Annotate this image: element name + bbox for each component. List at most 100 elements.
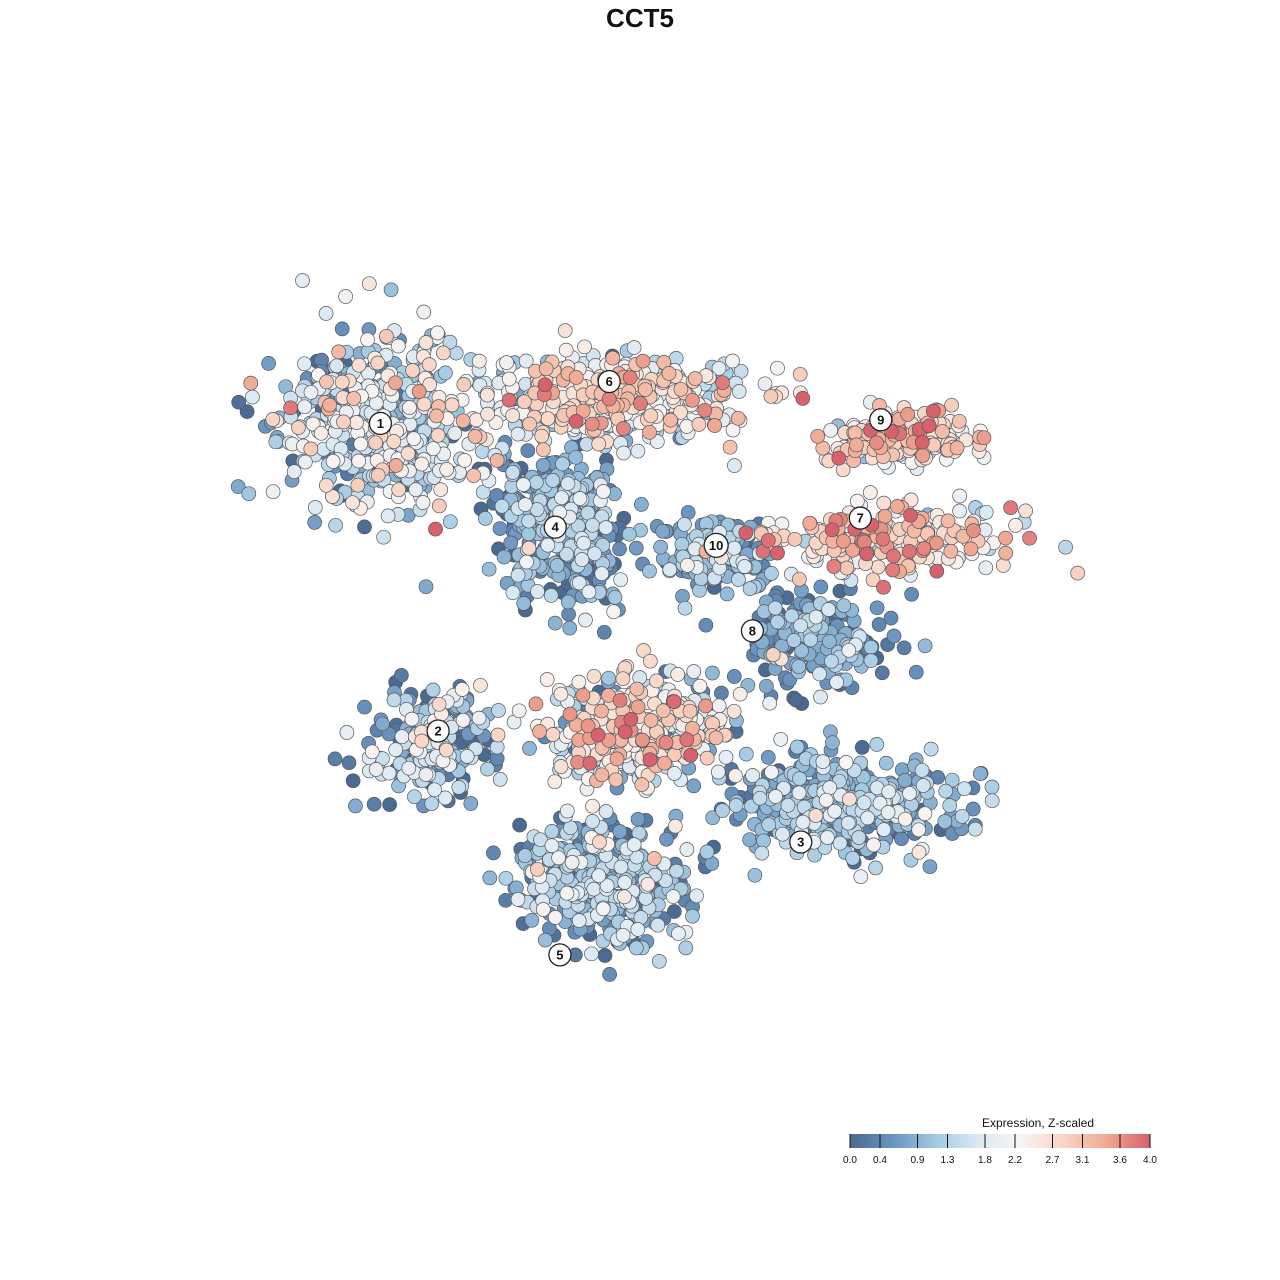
cell-point <box>577 339 592 355</box>
cell-point <box>747 867 763 883</box>
cell-point <box>561 606 576 622</box>
cluster-label-text: 7 <box>857 511 864 526</box>
cell-point <box>731 384 747 399</box>
cell-point <box>457 453 472 468</box>
cell-point <box>364 744 380 760</box>
cell-point <box>714 685 729 701</box>
cell-point <box>875 531 891 547</box>
cell-point <box>545 473 561 488</box>
cell-point <box>726 540 742 556</box>
cell-point <box>889 499 905 514</box>
cell-point <box>416 396 432 412</box>
cell-point <box>699 844 715 860</box>
cell-point <box>456 377 472 392</box>
cell-point <box>915 778 931 793</box>
cell-point <box>761 817 777 833</box>
cell-point <box>607 589 623 605</box>
cell-point <box>634 777 650 792</box>
cell-point <box>808 808 824 823</box>
cell-point <box>425 441 441 457</box>
cell-point <box>680 557 695 573</box>
legend-tick-label: 4.0 <box>1143 1155 1157 1166</box>
cell-point <box>923 741 939 757</box>
cell-point <box>405 363 420 378</box>
cell-point <box>822 780 838 795</box>
cell-point <box>869 737 885 752</box>
cell-point <box>345 495 360 511</box>
cell-point <box>338 289 353 304</box>
cell-point <box>925 403 941 419</box>
cell-point <box>810 428 826 444</box>
cell-point <box>291 420 306 435</box>
cell-point <box>917 638 933 654</box>
cell-point <box>922 859 938 875</box>
cell-point <box>943 543 959 559</box>
cell-point <box>510 426 526 442</box>
cell-point <box>719 586 735 602</box>
cell-point <box>537 932 553 948</box>
cell-point <box>840 815 856 831</box>
cell-point <box>687 371 703 386</box>
cell-point <box>897 773 913 788</box>
cell-point <box>728 798 744 813</box>
cell-point <box>521 513 537 529</box>
cell-point <box>793 618 808 634</box>
cell-point <box>642 424 657 440</box>
cell-point <box>726 703 742 719</box>
cell-point <box>972 766 988 781</box>
cell-point <box>617 724 633 740</box>
cell-point <box>803 632 818 648</box>
cell-point <box>517 848 533 864</box>
cell-point <box>489 453 505 468</box>
cell-point <box>479 387 495 403</box>
cell-point <box>297 356 312 372</box>
cell-point <box>390 338 406 354</box>
cell-point <box>418 767 434 782</box>
cell-point <box>621 526 637 542</box>
cell-point <box>357 519 372 535</box>
cell-point <box>586 881 602 897</box>
cell-point <box>418 335 434 350</box>
cluster-label-2: 2 <box>426 719 450 743</box>
cell-point <box>357 699 372 715</box>
cell-point <box>547 910 563 925</box>
cell-point <box>341 755 357 771</box>
cell-point <box>444 397 460 413</box>
cell-point <box>585 814 600 829</box>
cell-point <box>661 366 677 381</box>
cell-point <box>662 562 678 577</box>
cell-point <box>553 686 569 702</box>
cell-point <box>520 443 536 458</box>
cell-point <box>388 458 404 473</box>
legend-tick-label: 0.0 <box>843 1155 857 1166</box>
cell-point <box>549 558 565 573</box>
cell-point <box>869 600 885 616</box>
cell-point <box>503 535 519 551</box>
cell-point <box>637 382 653 397</box>
cell-point <box>530 861 545 877</box>
cell-point <box>576 535 592 551</box>
cell-point <box>313 425 329 441</box>
cell-point <box>381 765 397 781</box>
cell-point <box>404 711 420 727</box>
cell-point <box>499 355 514 370</box>
cell-point <box>571 674 587 690</box>
cell-point <box>792 366 808 382</box>
cell-point <box>559 885 575 901</box>
cell-point <box>447 425 463 441</box>
cell-point <box>808 609 824 625</box>
cell-point <box>917 806 933 822</box>
cell-point <box>297 454 313 470</box>
cell-point <box>853 869 869 885</box>
cell-point <box>726 669 742 684</box>
cell-point <box>268 434 284 450</box>
cell-point <box>646 851 662 866</box>
cell-point <box>791 785 807 801</box>
cell-point <box>849 437 864 453</box>
cell-point <box>628 540 644 556</box>
cell-point <box>613 572 629 588</box>
cell-point <box>406 431 422 447</box>
cell-point <box>708 730 724 746</box>
cell-point <box>630 922 646 937</box>
